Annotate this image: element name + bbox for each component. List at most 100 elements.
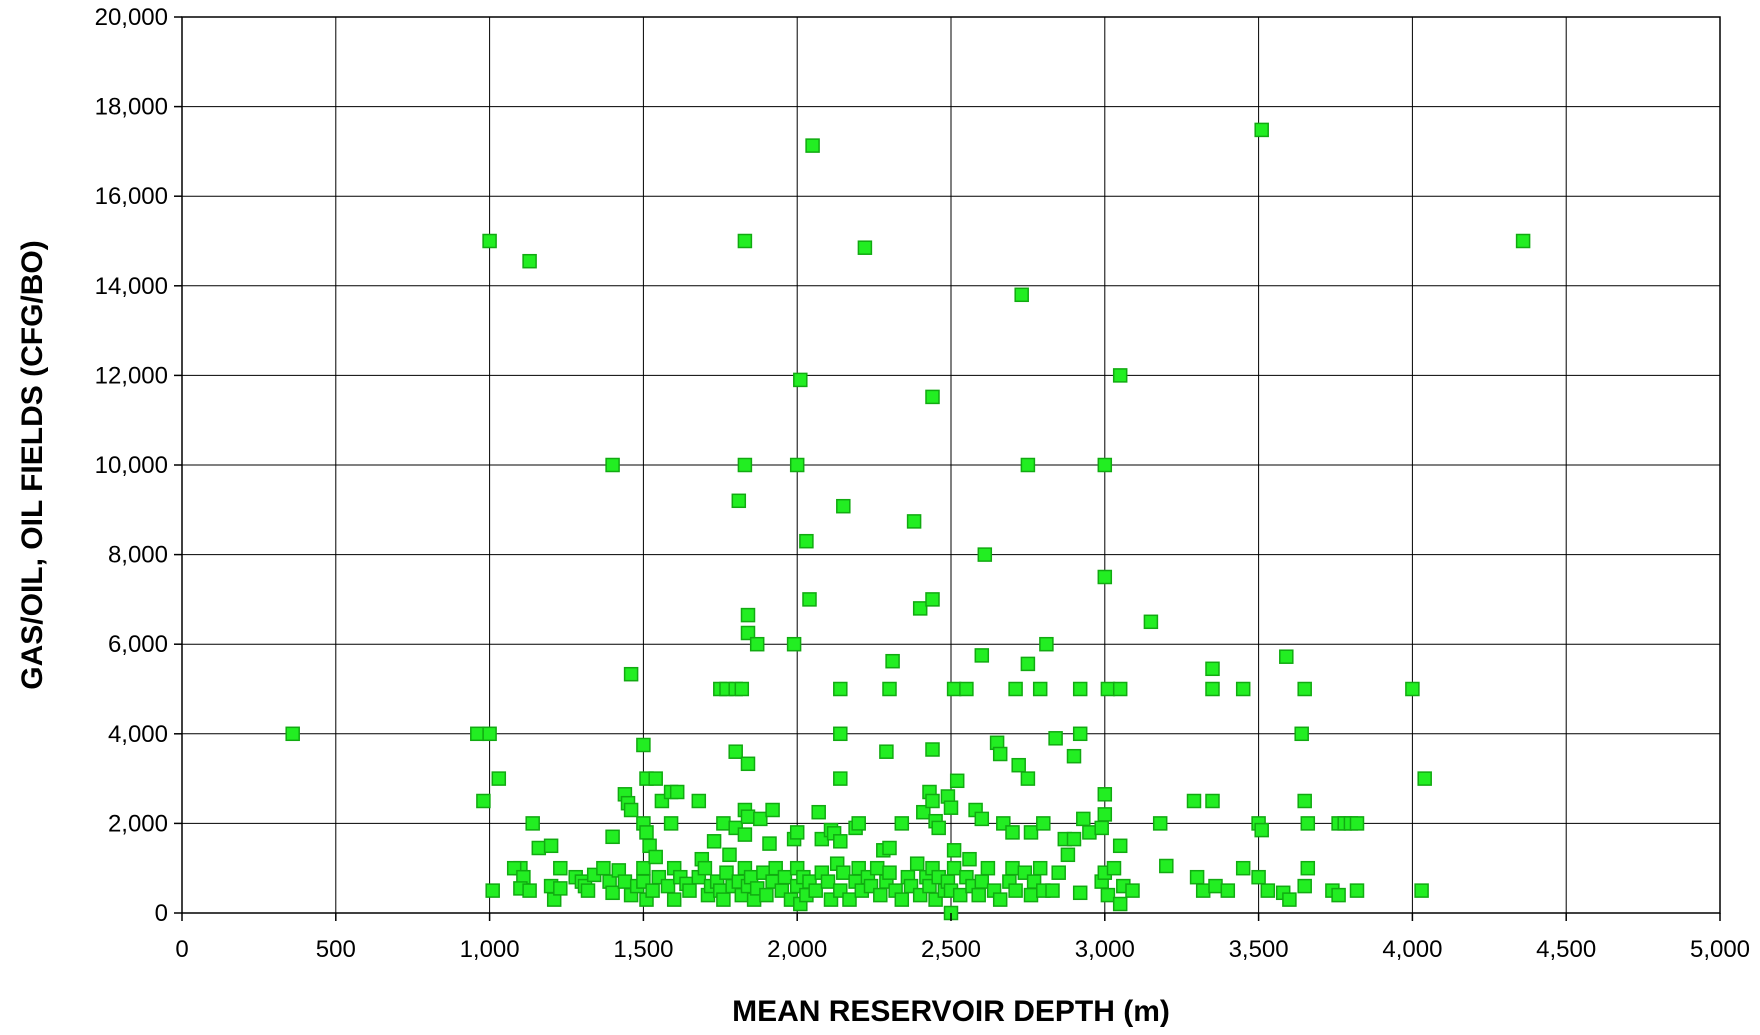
data-point [1097, 457, 1113, 473]
data-point [1014, 287, 1029, 303]
data-point [1008, 883, 1023, 898]
data-point [959, 681, 974, 697]
data-point [1066, 831, 1082, 847]
data-point [1205, 681, 1220, 697]
data-point [605, 457, 620, 473]
data-point [596, 860, 611, 876]
data-point [925, 389, 940, 405]
data-point [885, 653, 900, 669]
data-point [971, 887, 986, 903]
data-point [1045, 883, 1060, 898]
data-point [682, 883, 697, 898]
y-tick-label: 14,000 [95, 273, 168, 300]
data-point [882, 865, 897, 880]
data-point [666, 892, 682, 907]
data-point [1020, 656, 1036, 672]
data-point [740, 625, 756, 641]
data-point [1331, 887, 1346, 903]
data-point [1036, 816, 1051, 831]
data-point [820, 874, 836, 889]
y-tick-label: 12,000 [95, 362, 168, 389]
data-point [873, 887, 888, 903]
data-point [992, 746, 1008, 762]
data-point [1205, 793, 1220, 809]
data-point [1186, 793, 1202, 809]
data-point [740, 756, 756, 772]
data-point [1072, 726, 1088, 742]
data-point [697, 860, 713, 876]
data-point [731, 493, 747, 509]
data-point [1112, 681, 1128, 697]
data-point [1048, 731, 1063, 746]
data-point [974, 811, 990, 827]
data-point [992, 892, 1008, 907]
data-point [522, 253, 537, 269]
data-point [716, 892, 731, 907]
data-point [525, 816, 540, 831]
data-point [805, 138, 820, 153]
data-point [833, 726, 848, 742]
data-point [617, 874, 633, 889]
data-point [1008, 681, 1023, 697]
data-point [1220, 883, 1236, 898]
y-tick-label: 0 [155, 900, 168, 927]
data-point [925, 793, 940, 809]
data-point [980, 860, 996, 876]
data-point [1251, 869, 1266, 885]
data-point [753, 811, 768, 827]
data-point [1005, 825, 1020, 840]
data-point [1515, 233, 1531, 249]
data-point [1060, 847, 1076, 863]
data-point [1039, 636, 1054, 652]
data-point [605, 829, 620, 845]
data-point [1195, 883, 1211, 898]
data-point [1208, 878, 1223, 894]
data-point [1297, 878, 1312, 894]
data-point [833, 681, 848, 697]
x-tick-label: 1,000 [460, 936, 520, 963]
data-point [842, 892, 857, 907]
data-point [1051, 865, 1066, 880]
data-point [605, 885, 620, 901]
data-point [974, 648, 990, 663]
data-point [1260, 883, 1276, 898]
data-point [636, 860, 651, 876]
data-point [1112, 368, 1128, 383]
data-point [485, 883, 500, 898]
data-point [1106, 860, 1122, 876]
x-tick-label: 0 [175, 936, 188, 963]
x-tick-label: 4,500 [1536, 936, 1596, 963]
data-point [962, 851, 977, 867]
data-point [833, 834, 848, 849]
y-tick-label: 16,000 [95, 183, 168, 210]
data-point [799, 533, 814, 549]
data-point [285, 726, 300, 742]
data-point [553, 860, 568, 876]
data-point [543, 838, 559, 854]
y-tick-label: 10,000 [95, 452, 168, 479]
y-tick-label: 20,000 [95, 4, 168, 31]
data-point [740, 809, 756, 824]
data-point [931, 820, 946, 836]
data-point [977, 547, 993, 562]
data-point [836, 865, 851, 880]
data-point [1125, 883, 1140, 898]
data-point [663, 816, 679, 831]
data-point [952, 887, 968, 903]
data-point [1097, 787, 1113, 802]
data-point [648, 849, 663, 865]
data-point [648, 771, 663, 786]
data-point [1297, 793, 1312, 809]
y-tick-label: 4,000 [108, 721, 168, 748]
data-point [833, 771, 848, 786]
data-point [1094, 820, 1109, 836]
data-point [1032, 681, 1048, 697]
y-tick-label: 8,000 [108, 542, 168, 569]
data-point [491, 771, 507, 786]
data-point [1023, 825, 1039, 840]
data-point [882, 840, 897, 856]
data-point [1300, 860, 1316, 876]
data-point [777, 869, 793, 885]
data-point [1349, 816, 1365, 831]
